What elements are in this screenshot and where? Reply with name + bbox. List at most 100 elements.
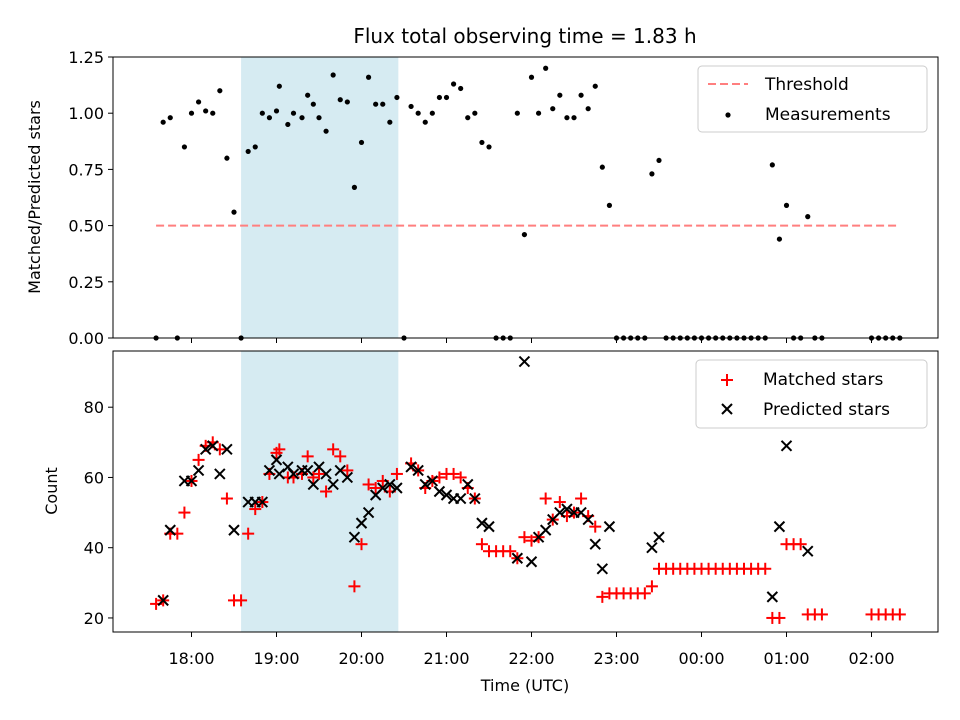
measurement-point <box>443 94 450 101</box>
predicted-star-point <box>653 531 665 543</box>
predicted-star-point <box>462 478 474 491</box>
measurement-point <box>365 74 372 80</box>
matched-star-point <box>327 443 340 456</box>
predicted-star-point <box>307 478 320 491</box>
predicted-star-point <box>405 461 417 473</box>
predicted-star-point <box>440 489 453 501</box>
predicted-star-point <box>207 440 219 452</box>
y-tick-label: 0.25 <box>68 273 104 292</box>
y-tick-label: 0.50 <box>68 217 104 236</box>
measurement-point <box>606 202 613 208</box>
matched-star-point <box>220 492 233 505</box>
predicted-star-point <box>646 541 658 554</box>
measurement-point <box>769 162 775 168</box>
measurement-point <box>330 72 336 78</box>
measurement-point <box>316 115 322 121</box>
predicted-star-point <box>199 443 212 456</box>
legend-predicted-swatch <box>721 403 733 415</box>
measurement-point <box>285 121 291 128</box>
measurement-point <box>585 106 591 112</box>
predicted-star-point <box>780 440 793 452</box>
chart-title: Flux total observing time = 1.83 h <box>353 24 696 48</box>
measurement-point <box>203 108 209 114</box>
x-tick-label: 02:00 <box>848 649 894 668</box>
measurement-point <box>514 110 520 116</box>
x-tick-label: 22:00 <box>508 649 554 668</box>
predicted-star-point <box>476 517 488 529</box>
predicted-star-point <box>773 520 786 533</box>
measurement-point <box>564 115 570 121</box>
x-tick-label: 23:00 <box>593 649 639 668</box>
measurement-point <box>415 110 421 116</box>
legend-matched-label: Matched stars <box>763 370 883 390</box>
measurement-point <box>479 139 485 146</box>
measurement-point <box>276 83 282 89</box>
measurement-point <box>422 119 428 125</box>
top-legend: Threshold Measurements <box>697 65 928 133</box>
predicted-star-point <box>454 492 467 505</box>
measurement-point <box>380 101 386 107</box>
matched-star-point <box>447 467 460 480</box>
matched-star-point <box>362 478 375 491</box>
matched-star-point <box>348 580 361 593</box>
matched-star-point <box>815 608 828 621</box>
top-y-axis-label: Matched/Predicted stars <box>25 100 44 294</box>
measurement-point <box>805 214 811 220</box>
predicted-star-point <box>766 591 779 603</box>
predicted-star-point <box>157 594 169 607</box>
matched-star-point <box>334 450 347 463</box>
legend-matched-swatch <box>721 374 733 386</box>
predicted-star-point <box>426 475 439 487</box>
measurement-point <box>259 110 265 116</box>
x-tick-label: 18:00 <box>168 649 214 668</box>
measurement-point <box>436 94 443 101</box>
predicted-star-point <box>518 355 531 368</box>
predicted-star-point <box>256 496 269 508</box>
top-shaded-span <box>241 57 399 338</box>
measurement-point <box>649 171 655 177</box>
measurement-point <box>486 144 492 150</box>
predicted-star-point <box>469 492 481 505</box>
matched-star-point <box>390 467 403 480</box>
matched-star-point <box>355 538 368 551</box>
predicted-star-point <box>348 531 361 543</box>
predicted-star-point <box>362 506 375 519</box>
measurement-point <box>252 144 258 150</box>
measurement-point <box>543 65 549 71</box>
matched-star-point <box>794 538 807 551</box>
y-tick-label: 0.75 <box>68 160 104 179</box>
measurement-point <box>290 110 297 116</box>
matched-star-point <box>645 580 658 593</box>
y-tick-label: 80 <box>84 398 104 417</box>
predicted-star-point <box>355 517 368 529</box>
matched-star-point <box>192 453 205 466</box>
matched-star-point <box>320 485 333 498</box>
matched-star-point <box>235 594 248 607</box>
measurement-point <box>394 94 400 101</box>
measurement-point <box>373 101 379 107</box>
matched-star-point <box>273 443 286 456</box>
matched-star-point <box>504 545 517 558</box>
matched-star-point <box>759 562 772 575</box>
predicted-star-point <box>391 482 403 494</box>
measurement-point <box>557 92 563 98</box>
y-tick-label: 20 <box>84 609 104 628</box>
legend-measurements-label: Measurements <box>765 105 891 125</box>
measurement-point <box>323 128 329 134</box>
measurement-point <box>571 115 577 121</box>
measurement-point <box>245 148 251 155</box>
x-tick-label: 01:00 <box>763 649 809 668</box>
measurement-point <box>521 231 528 238</box>
y-tick-label: 1.00 <box>68 104 104 123</box>
predicted-star-point <box>185 475 198 487</box>
matched-star-point <box>589 520 602 533</box>
measurement-point <box>408 103 414 110</box>
predicted-star-point <box>802 545 814 557</box>
predicted-star-point <box>341 471 354 484</box>
predicted-star-point <box>327 478 339 491</box>
bottom-y-axis-label: Count <box>42 467 61 515</box>
predicted-star-point <box>582 513 594 526</box>
measurement-point <box>160 119 166 125</box>
predicted-star-point <box>301 464 314 477</box>
predicted-star-point <box>214 468 226 480</box>
